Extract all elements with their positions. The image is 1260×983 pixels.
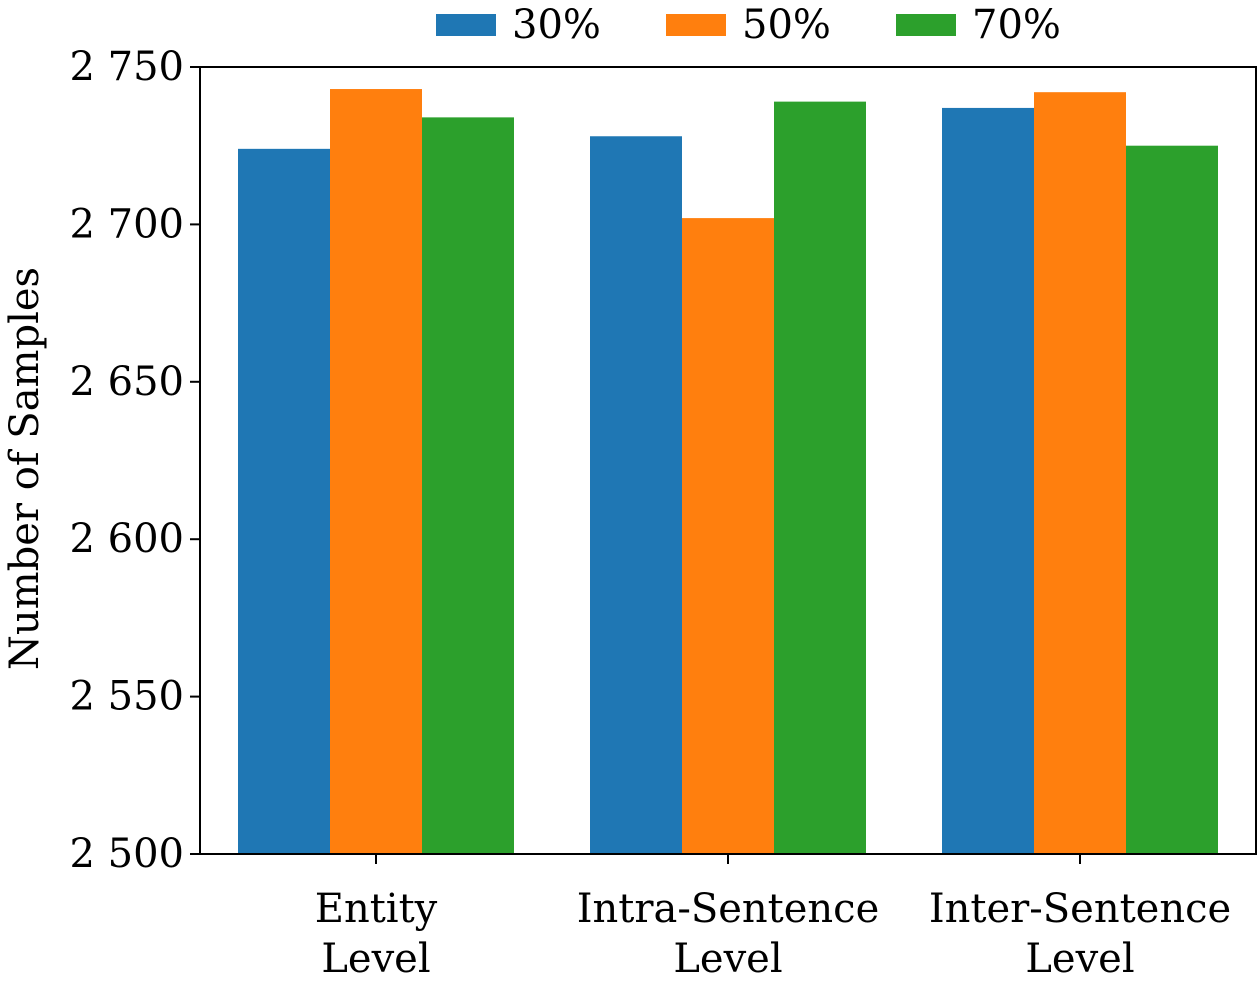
bar-30pct-0: [238, 148, 330, 854]
legend: 30% 50% 70%: [436, 2, 1061, 48]
y-tick-label-2550: 2 550: [69, 674, 184, 720]
bar-50pct-1: [682, 218, 774, 854]
y-tick-label-2650: 2 650: [69, 359, 184, 405]
x-tick-label-line: Level: [673, 936, 782, 982]
x-tick-label-line: Level: [321, 936, 430, 982]
bar-70pct-0: [422, 117, 514, 855]
x-tick-label-2: Inter-Sentence Level: [929, 886, 1231, 982]
legend-swatch-50pct: [666, 14, 726, 36]
bars: [238, 89, 1218, 855]
x-tick-label-1: Intra-Sentence Level: [577, 886, 880, 982]
bar-30pct-2: [942, 107, 1034, 854]
y-tick-label-2500: 2 500: [69, 831, 184, 877]
y-tick-label-2700: 2 700: [69, 201, 184, 247]
bar-30pct-1: [590, 136, 682, 855]
y-axis-label: Number of Samples: [2, 267, 48, 670]
x-tick-label-line: Intra-Sentence: [577, 886, 880, 932]
bar-70pct-1: [774, 101, 866, 855]
bar-70pct-2: [1126, 145, 1218, 854]
y-tick-label-2600: 2 600: [69, 516, 184, 562]
x-tick-label-0: Entity Level: [315, 886, 438, 982]
legend-label-30pct: 30%: [512, 2, 601, 48]
y-tick-label-2750: 2 750: [69, 44, 184, 90]
bar-50pct-2: [1034, 92, 1126, 854]
x-tick-label-line: Entity: [315, 886, 438, 932]
x-tick-label-line: Inter-Sentence: [929, 886, 1231, 932]
legend-swatch-30pct: [436, 14, 496, 36]
bar-50pct-0: [330, 89, 422, 854]
legend-swatch-70pct: [896, 14, 956, 36]
legend-label-70pct: 70%: [972, 2, 1061, 48]
x-tick-label-line: Level: [1025, 936, 1134, 982]
y-axis: 2 500 2 550 2 600 2 650 2 700 2 750: [69, 44, 200, 877]
legend-label-50pct: 50%: [742, 2, 831, 48]
